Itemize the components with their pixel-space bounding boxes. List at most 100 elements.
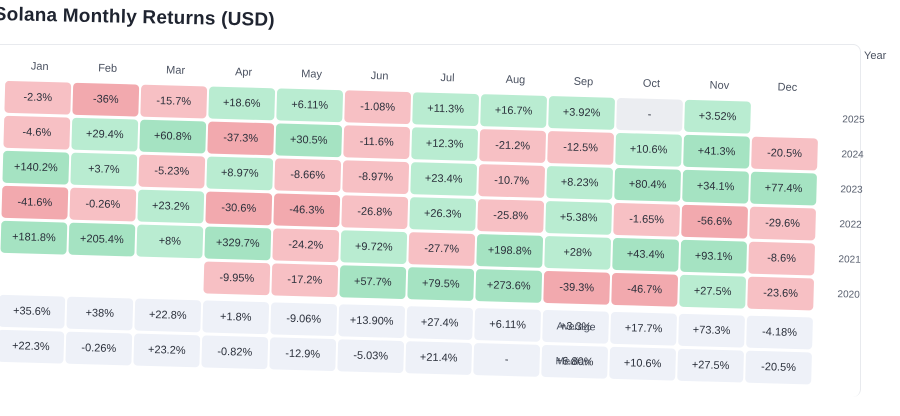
heatmap-cell[interactable]: +8% (136, 224, 204, 259)
summary-cell[interactable]: +22.8% (134, 298, 202, 333)
heatmap-cell[interactable]: +26.3% (409, 197, 477, 232)
heatmap-cell[interactable]: -23.6% (747, 276, 815, 311)
summary-cell[interactable]: +35.6% (0, 294, 66, 329)
heatmap-cell[interactable]: +79.5% (407, 267, 475, 301)
heatmap-cell[interactable]: -25.8% (477, 199, 545, 233)
summary-cell[interactable]: -9.06% (270, 302, 338, 337)
heatmap-cell[interactable]: -15.7% (140, 84, 208, 119)
summary-cell[interactable]: -0.26% (65, 331, 133, 366)
heatmap-cell[interactable]: -9.95% (203, 261, 271, 296)
summary-cell[interactable]: +6.11% (474, 308, 542, 342)
heatmap-cell[interactable]: +80.4% (614, 167, 682, 202)
summary-cell[interactable]: +27.5% (677, 348, 745, 383)
heatmap-cell[interactable]: -10.7% (478, 164, 546, 198)
summary-cell[interactable]: -12.9% (269, 337, 337, 372)
summary-cell[interactable]: -0.82% (201, 335, 269, 370)
heatmap-cell[interactable]: -8.66% (274, 158, 342, 193)
heatmap-cell[interactable]: +57.7% (339, 265, 407, 300)
heatmap-cell[interactable]: -2.3% (4, 80, 72, 115)
summary-cell[interactable]: +38% (66, 296, 134, 331)
heatmap-cell[interactable]: -41.6% (1, 185, 69, 220)
heatmap-cell[interactable] (752, 101, 819, 136)
heatmap-cell[interactable]: +23.4% (410, 162, 478, 197)
heatmap-cell[interactable]: +9.72% (340, 230, 408, 265)
heatmap-cell[interactable] (67, 257, 135, 292)
heatmap-cell[interactable]: -56.6% (681, 204, 749, 239)
summary-cell[interactable]: +22.3% (0, 329, 65, 364)
summary-cell[interactable]: +23.2% (133, 333, 201, 368)
heatmap-cell[interactable]: +8.97% (206, 156, 274, 191)
month-header-nov: Nov (709, 79, 730, 93)
heatmap-cell[interactable]: +273.6% (475, 269, 543, 303)
heatmap-cell[interactable]: -39.3% (543, 270, 611, 305)
heatmap-cell[interactable]: +60.8% (139, 119, 207, 154)
summary-cell[interactable]: +10.6% (609, 346, 677, 381)
heatmap-cell[interactable]: -29.6% (749, 206, 817, 241)
returns-heatmap: Jan Feb Mar Apr May Jun Jul Aug Sep Oct Nov Dec -2.3… (0, 54, 900, 416)
summary-label: Median (555, 355, 591, 369)
summary-cell[interactable]: +17.7% (610, 311, 678, 346)
summary-label: Average (556, 320, 596, 334)
heatmap-cell[interactable]: - (616, 97, 683, 132)
heatmap-cell[interactable]: +27.5% (679, 274, 747, 309)
heatmap-cell[interactable]: -12.5% (547, 131, 615, 165)
heatmap-cell[interactable]: -46.3% (273, 193, 341, 228)
heatmap-cell[interactable]: -30.6% (205, 191, 273, 226)
heatmap-cell[interactable]: +205.4% (68, 222, 136, 257)
heatmap-cell[interactable]: +181.8% (0, 220, 68, 255)
heatmap-cell[interactable]: +34.1% (682, 169, 750, 204)
heatmap-cell[interactable]: +23.2% (137, 189, 205, 224)
heatmap-cell[interactable]: -46.7% (611, 272, 679, 307)
heatmap-cell[interactable]: +77.4% (750, 171, 817, 206)
heatmap-cell[interactable]: +43.4% (612, 237, 680, 272)
heatmap-cell[interactable] (0, 255, 67, 290)
summary-cell[interactable]: +13.90% (338, 304, 406, 339)
heatmap-cell[interactable]: +93.1% (680, 239, 748, 274)
heatmap-cell[interactable]: -36% (72, 82, 140, 117)
summary-cell[interactable]: - (473, 343, 541, 377)
heatmap-cell[interactable]: +329.7% (204, 226, 272, 261)
heatmap-cell[interactable]: +29.4% (71, 117, 139, 152)
heatmap-cell[interactable]: -0.26% (69, 187, 137, 222)
heatmap-cell[interactable]: -37.3% (207, 121, 275, 156)
month-header-jan: Jan (30, 60, 49, 74)
heatmap-cell[interactable]: +6.11% (276, 88, 344, 123)
heatmap-cell[interactable]: -26.8% (341, 195, 409, 230)
heatmap-cell[interactable]: -8.6% (748, 241, 816, 276)
heatmap-cell[interactable]: +3.52% (684, 99, 751, 134)
heatmap-cell[interactable]: -1.65% (613, 202, 681, 237)
heatmap-cell[interactable]: -1.08% (344, 90, 412, 125)
heatmap-cell[interactable]: +30.5% (275, 123, 343, 158)
heatmap-cell[interactable]: -5.23% (138, 154, 206, 189)
summary-cell[interactable]: +27.4% (406, 306, 474, 340)
summary-cell[interactable]: -5.03% (337, 339, 405, 374)
heatmap-cell[interactable]: -17.2% (271, 263, 339, 298)
summary-cell[interactable]: -4.18% (746, 315, 813, 350)
heatmap-cell[interactable]: +28% (544, 235, 612, 270)
month-header-mar: Mar (165, 64, 186, 77)
heatmap-cell[interactable]: +16.7% (480, 94, 548, 128)
heatmap-cell[interactable]: -4.6% (3, 115, 71, 150)
heatmap-cell[interactable]: +12.3% (411, 127, 479, 162)
heatmap-cell[interactable]: +41.3% (683, 134, 750, 169)
heatmap-cell[interactable]: -8.97% (342, 160, 410, 195)
heatmap-cell[interactable]: +11.3% (412, 92, 480, 127)
heatmap-cell[interactable]: +18.6% (208, 86, 276, 121)
heatmap-cell[interactable]: -27.7% (408, 232, 476, 266)
heatmap-cell[interactable]: +10.6% (615, 132, 683, 167)
heatmap-cell[interactable]: -24.2% (272, 228, 340, 263)
heatmap-cell[interactable] (135, 259, 203, 294)
heatmap-cell[interactable]: +3.92% (548, 96, 616, 130)
heatmap-cell[interactable]: +140.2% (2, 150, 70, 185)
summary-cell[interactable]: +21.4% (405, 341, 473, 375)
heatmap-cell[interactable]: -11.6% (343, 125, 411, 160)
heatmap-cell[interactable]: +198.8% (476, 234, 544, 268)
summary-cell[interactable]: +1.8% (202, 300, 270, 335)
heatmap-cell[interactable]: -20.5% (751, 136, 818, 171)
heatmap-cell[interactable]: +8.23% (546, 165, 614, 200)
summary-cell[interactable]: -20.5% (745, 350, 812, 385)
heatmap-cell[interactable]: +5.38% (545, 200, 613, 235)
heatmap-cell[interactable]: -21.2% (479, 129, 547, 163)
summary-cell[interactable]: +73.3% (678, 313, 745, 348)
heatmap-cell[interactable]: +3.7% (70, 152, 138, 187)
